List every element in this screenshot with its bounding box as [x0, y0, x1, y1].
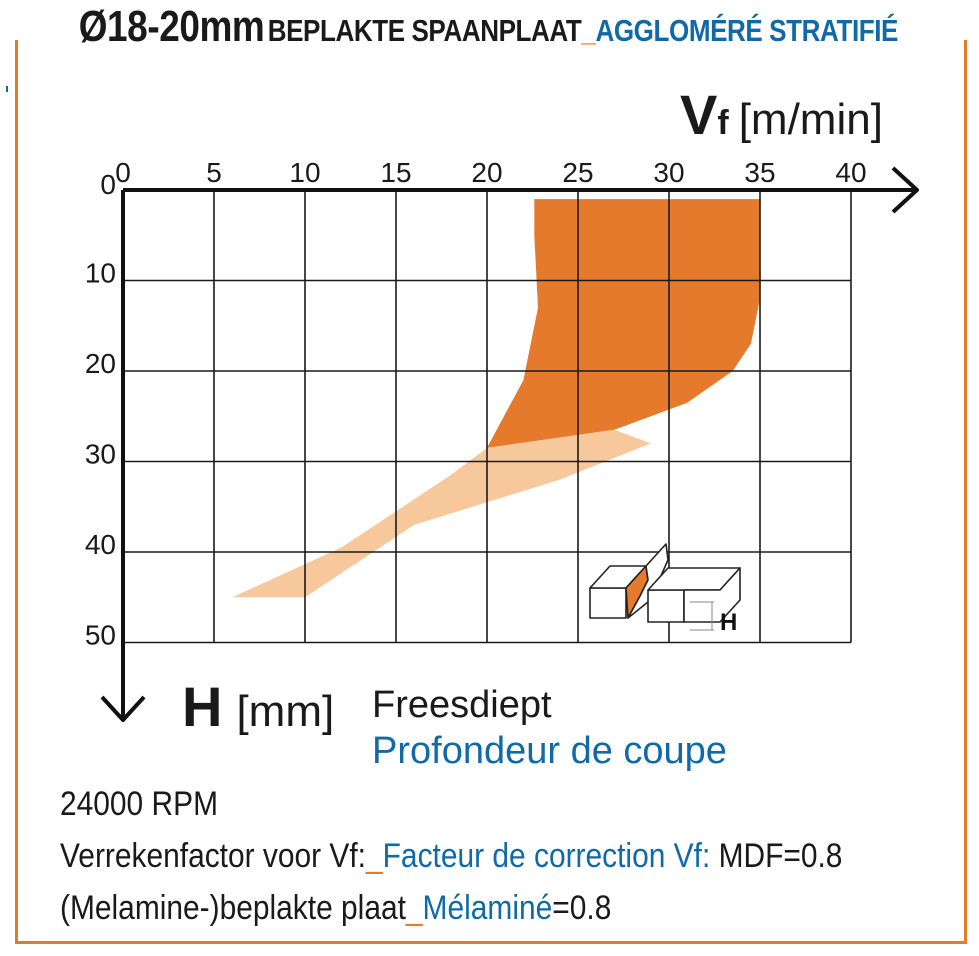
- correction-nl: Verrekenfactor voor Vf:: [60, 837, 367, 875]
- y-tick-label: 20: [85, 348, 116, 379]
- ticks-layer: 0 5 10 15 20 25 30 35 40 0 10 20 30 40 50: [85, 157, 867, 651]
- inset-h-label: H: [720, 609, 737, 636]
- melamine-nl: (Melamine-)beplakte plaat: [60, 889, 406, 927]
- notes-block: 24000 RPM Verrekenfactor voor Vf:_Facteu…: [60, 778, 842, 934]
- title-diameter: Ø18-20mm: [78, 2, 265, 51]
- workpiece-inset: H: [589, 543, 741, 636]
- margin-mark: [6, 86, 8, 92]
- title-material-nl: BEPLAKTE SPAANPLAAT: [267, 13, 582, 48]
- x-tick-label: 35: [744, 157, 775, 188]
- correction-fr: Facteur de correction Vf:: [382, 837, 711, 875]
- block-right-front: [647, 589, 685, 623]
- x-tick-label: 40: [835, 157, 866, 188]
- x-tick-label: 30: [653, 157, 684, 188]
- y-tick-label: 0: [100, 169, 116, 200]
- y-tick-label: 10: [85, 258, 116, 289]
- depth-label-fr: Profondeur de coupe: [372, 730, 727, 772]
- region-light: [232, 429, 651, 598]
- melamine-note: (Melamine-)beplakte plaat_Mélaminé=0.8: [60, 882, 842, 934]
- x-tick-label: 10: [289, 157, 320, 188]
- y-axis-arrow: [100, 695, 146, 722]
- x-tick-label: 0: [115, 157, 131, 188]
- melamine-value: =0.8: [552, 889, 612, 927]
- y-tick-label: 50: [85, 620, 116, 651]
- x-axis-label: Vf [m/min]: [680, 82, 883, 147]
- correction-separator: _: [366, 837, 383, 875]
- x-tick-label: 20: [471, 157, 502, 188]
- block-left-front: [589, 587, 627, 619]
- title-separator: _: [581, 13, 596, 48]
- grid-layer: [123, 190, 852, 644]
- axes-layer: [100, 166, 919, 722]
- x-axis-unit: [m/min]: [738, 95, 883, 144]
- melamine-fr: Mélaminé: [422, 889, 553, 927]
- y-axis-symbol: H: [182, 675, 223, 738]
- correction-value: MDF=0.8: [710, 837, 843, 875]
- rpm-note: 24000 RPM: [60, 785, 219, 823]
- x-tick-label: 15: [380, 157, 411, 188]
- x-axis-arrow: [891, 166, 919, 214]
- region-dark: [487, 199, 760, 448]
- y-tick-label: 40: [85, 529, 116, 560]
- chart-title: Ø18-20mm BEPLAKTE SPAANPLAAT_AGGLOMÉRÉ S…: [72, 2, 905, 58]
- melamine-separator: _: [405, 889, 423, 927]
- x-axis-symbol: V: [680, 83, 718, 146]
- depth-label-nl: Freesdiept: [372, 684, 552, 726]
- block-right-side: [683, 567, 741, 623]
- y-tick-label: 30: [85, 439, 116, 470]
- y-axis-label: H [mm]: [182, 674, 334, 739]
- regions-layer: [232, 199, 760, 598]
- x-axis-subscript: f: [717, 104, 729, 142]
- chart-frame: [15, 40, 967, 944]
- x-tick-label: 25: [562, 157, 593, 188]
- y-axis-unit: [mm]: [236, 687, 335, 736]
- title-material-fr: AGGLOMÉRÉ STRATIFIÉ: [595, 13, 899, 48]
- correction-note: Verrekenfactor voor Vf:_Facteur de corre…: [60, 830, 842, 882]
- x-tick-label: 5: [206, 157, 222, 188]
